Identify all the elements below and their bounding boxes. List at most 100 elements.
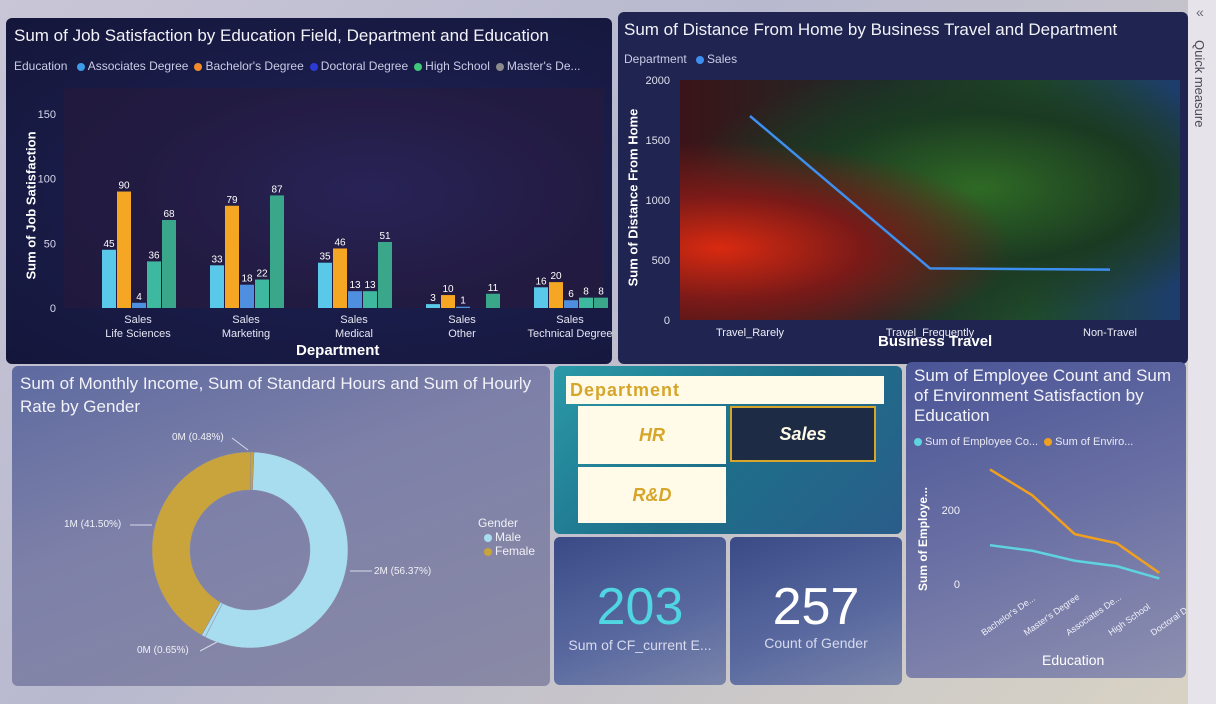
job-legend-item-3[interactable]: High School: [408, 59, 490, 73]
emp-series-line-1[interactable]: [989, 468, 1160, 574]
slicer-item-hr[interactable]: HR: [578, 406, 726, 464]
bar-1-2[interactable]: [240, 284, 254, 308]
legend-title: Gender: [478, 516, 519, 530]
quick-measure-pane[interactable]: « Quick measure: [1188, 0, 1216, 704]
bar-4-4[interactable]: [594, 297, 608, 308]
leader-line: [199, 641, 218, 652]
donut-slice-3[interactable]: [250, 451, 255, 491]
bar-4-1[interactable]: [549, 282, 563, 308]
job-legend-item-4[interactable]: Master's De...: [490, 59, 581, 73]
legend-dot-icon: [484, 533, 492, 542]
kpi-card-cf-current[interactable]: 203 Sum of CF_current E...: [554, 537, 726, 685]
job-chart-xlabel: Department: [296, 342, 380, 359]
bar-2-2[interactable]: [348, 291, 362, 308]
data-label: 46: [334, 237, 346, 248]
gender-legend-item-0[interactable]: Male: [478, 530, 535, 544]
bar-0-0[interactable]: [102, 249, 116, 308]
bar-0-2[interactable]: [132, 302, 146, 308]
x-tick-label: Sales: [340, 314, 368, 326]
slicer-item-sales[interactable]: Sales: [730, 406, 876, 462]
bar-1-4[interactable]: [270, 195, 284, 308]
bar-4-3[interactable]: [579, 297, 593, 308]
legend-label: Bachelor's Degree: [205, 59, 304, 73]
job-legend-item-2[interactable]: Doctoral Degree: [304, 59, 408, 73]
quick-measure-label[interactable]: Quick measure: [1192, 40, 1207, 128]
data-label: 90: [118, 181, 130, 192]
dist-legend-item-0[interactable]: Sales: [690, 52, 737, 66]
emp-series-line-0[interactable]: [989, 543, 1160, 580]
bar-0-4[interactable]: [162, 220, 176, 308]
bar-0-1[interactable]: [117, 191, 131, 308]
kpi-label-cf-current: Sum of CF_current E...: [568, 637, 712, 653]
x-tick-label: Sales: [232, 314, 260, 326]
y-tick-label: 50: [44, 238, 56, 250]
distance-chart-xlabel: Business Travel: [878, 333, 993, 350]
data-label: 22: [256, 269, 268, 280]
bar-1-0[interactable]: [210, 265, 224, 308]
department-slicer-panel[interactable]: Department HR Sales R&D: [554, 366, 902, 534]
legend-label: Female: [495, 544, 536, 558]
income-chart-title-line2: Rate by Gender: [20, 397, 141, 416]
data-label: 68: [163, 209, 175, 220]
income-donut-panel[interactable]: Sum of Monthly Income, Sum of Standard H…: [12, 366, 550, 686]
data-label: 35: [319, 252, 331, 263]
donut-label-top: 0M (0.48%): [172, 432, 224, 443]
bar-0-3[interactable]: [147, 261, 161, 308]
emp-legend-item-1[interactable]: Sum of Enviro...: [1038, 436, 1133, 448]
gender-legend-item-1[interactable]: Female: [478, 544, 535, 558]
bar-3-4[interactable]: [486, 293, 500, 308]
bar-1-3[interactable]: [255, 279, 269, 308]
donut-slice-2[interactable]: [151, 451, 252, 636]
bar-3-2[interactable]: [456, 306, 470, 308]
bar-2-3[interactable]: [363, 291, 377, 308]
distance-chart-title: Sum of Distance From Home by Business Tr…: [624, 20, 1118, 39]
bar-2-1[interactable]: [333, 248, 347, 308]
legend-title: Department: [624, 52, 687, 66]
x-tick-sublabel: Other: [448, 328, 476, 340]
leader-line: [231, 437, 249, 451]
donut-slice-0[interactable]: [204, 451, 349, 649]
chevrons-left-icon[interactable]: «: [1196, 4, 1204, 20]
donut-label-left: 1M (41.50%): [64, 519, 122, 530]
bar-2-4[interactable]: [378, 242, 392, 308]
data-label: 79: [226, 195, 238, 206]
data-label: 6: [568, 289, 574, 300]
bar-3-1[interactable]: [441, 295, 455, 308]
kpi-card-count-gender[interactable]: 257 Count of Gender: [730, 537, 902, 685]
series-line-sales[interactable]: [749, 115, 1111, 271]
legend-label: Sum of Enviro...: [1055, 436, 1134, 448]
slicer-title: Department: [566, 376, 884, 404]
gender-legend: Gender Male Female: [478, 516, 535, 558]
data-label: 16: [535, 276, 547, 287]
slicer-item-rd[interactable]: R&D: [578, 467, 726, 523]
emp-chart-title-line1: Sum of Employee Count and Sum: [914, 366, 1172, 385]
data-label: 10: [442, 284, 454, 295]
emp-legend-item-0[interactable]: Sum of Employee Co...: [908, 436, 1038, 448]
data-label: 13: [364, 280, 376, 291]
legend-dot-icon: [696, 55, 705, 64]
x-tick-label: Travel_Frequently: [886, 327, 975, 339]
job-satisfaction-chart-panel[interactable]: Sum of Job Satisfaction by Education Fie…: [6, 18, 612, 364]
bar-4-0[interactable]: [534, 287, 548, 308]
employee-count-chart-panel[interactable]: Sum of Employee Count and Sum of Environ…: [906, 362, 1186, 678]
kpi-label-count-gender: Count of Gender: [764, 635, 868, 651]
job-chart-title: Sum of Job Satisfaction by Education Fie…: [14, 26, 549, 45]
y-tick-label: 0: [954, 579, 960, 591]
bar-3-0[interactable]: [426, 304, 440, 308]
x-tick-label: Doctoral Degree: [1149, 592, 1186, 638]
y-tick-label: 500: [652, 255, 670, 267]
y-tick-label: 200: [942, 505, 960, 517]
distance-chart-ylabel: Sum of Distance From Home: [625, 108, 641, 287]
job-legend-item-0[interactable]: Associates Degree: [71, 59, 188, 73]
bar-1-1[interactable]: [225, 205, 239, 308]
donut-label-right: 2M (56.37%): [374, 566, 432, 577]
bar-2-0[interactable]: [318, 262, 332, 308]
distance-chart-panel[interactable]: Sum of Distance From Home by Business Tr…: [618, 12, 1188, 364]
legend-label: Male: [495, 530, 522, 544]
job-legend-item-1[interactable]: Bachelor's Degree: [188, 59, 304, 73]
legend-label: Master's De...: [506, 59, 581, 73]
bar-4-2[interactable]: [564, 300, 578, 308]
data-label: 4: [136, 292, 142, 303]
